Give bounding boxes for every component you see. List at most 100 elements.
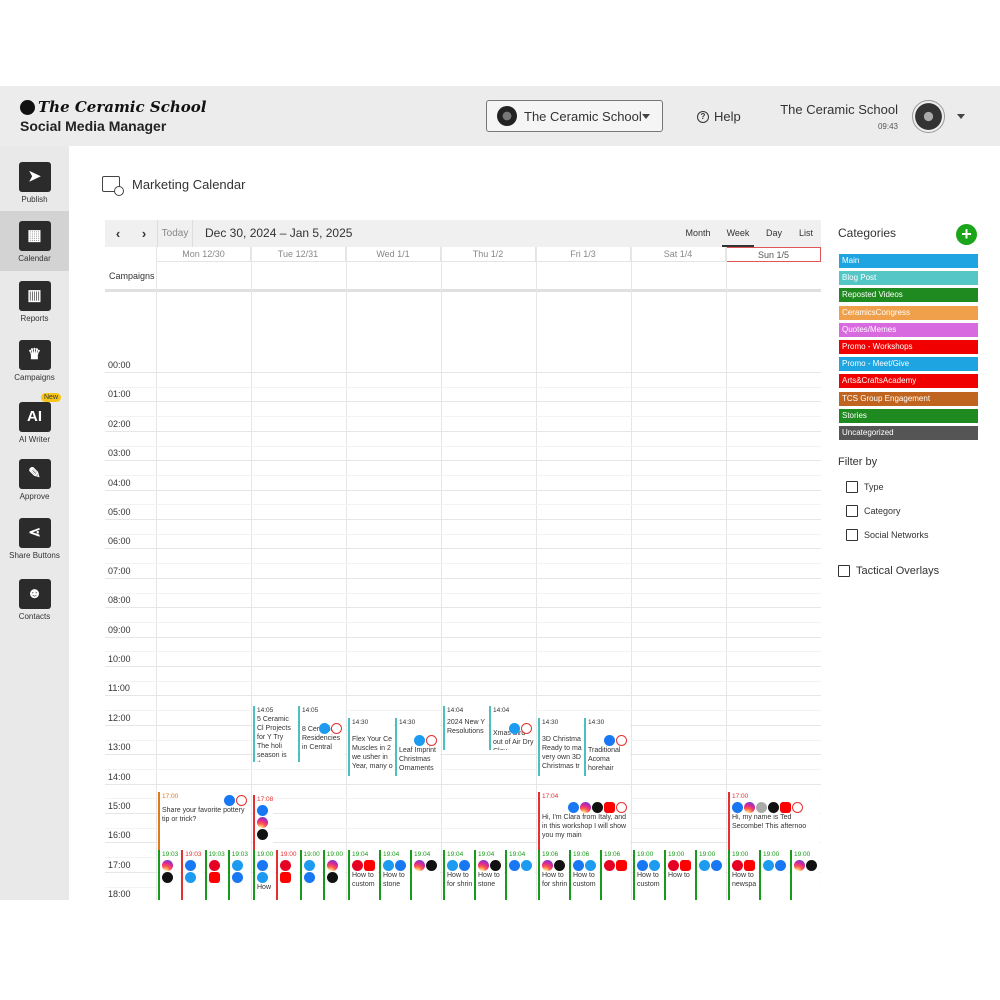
view-list-button[interactable]: List [798, 228, 813, 238]
facebook-icon [711, 860, 722, 871]
event-card[interactable]: 19:03 [227, 850, 250, 900]
category-item[interactable]: Arts&CraftsAcademy [839, 374, 978, 389]
event-card[interactable]: 19:00 How to [664, 850, 694, 900]
event-card[interactable]: 19:00 How to custom [633, 850, 663, 900]
event-time: 17:00 [162, 793, 179, 800]
category-item[interactable]: CeramicsCongress [839, 305, 978, 320]
category-item[interactable]: Main [839, 254, 978, 268]
event-text: How to stone [383, 872, 405, 888]
event-card[interactable]: 14:30 Leaf Imprint Christmas Ornaments [395, 718, 440, 776]
app-logo[interactable]: The Ceramic School Social Media Manager [20, 98, 206, 134]
category-item[interactable]: Stories [839, 408, 978, 423]
event-card[interactable]: 19:04 How to custom [348, 850, 378, 900]
hour-label: 06:00 [108, 536, 131, 547]
account-select[interactable]: The Ceramic School [486, 100, 663, 132]
event-card[interactable]: 19:00 [276, 850, 299, 900]
facebook-icon [185, 860, 197, 871]
event-card[interactable]: 17:00 Hi, my name is Ted Secombe! This af… [728, 792, 820, 850]
event-time: 14:05 [257, 707, 274, 714]
event-card[interactable]: 19:00 [299, 850, 322, 900]
hour-label: 18:00 [108, 889, 131, 900]
event-card[interactable]: 19:03 [204, 850, 227, 900]
category-item[interactable]: Promo - Workshops [839, 340, 978, 354]
view-week-button[interactable]: Week [722, 220, 754, 247]
category-item[interactable]: Reposted Videos [839, 288, 978, 303]
event-card[interactable]: 14:05 5 Ceramic Cl Projects for Y Try The… [253, 706, 297, 762]
category-item[interactable]: Uncategorized [839, 426, 978, 440]
category-item[interactable]: Blog Post [839, 271, 978, 286]
event-card[interactable]: 14:04 Xmas Bird out of Air Dry Clay [489, 706, 535, 750]
checkbox[interactable] [846, 481, 858, 493]
event-time: 19:00 [699, 851, 716, 858]
event-card[interactable]: 19:03 [158, 850, 181, 900]
sidebar-item-label: Reports [20, 314, 49, 323]
view-month-button[interactable]: Month [685, 228, 711, 238]
category-item[interactable]: Promo - Meet/Give [839, 357, 978, 372]
event-card[interactable]: 14:30 Flex Your Ce Muscles in 2 we usher … [348, 718, 394, 776]
half-hour-line [105, 386, 821, 388]
event-card[interactable]: 19:00 [695, 850, 725, 900]
event-card[interactable]: 19:04 [505, 850, 535, 900]
chevron-down-icon [642, 114, 650, 119]
event-card[interactable]: 17:08 [253, 795, 273, 853]
hour-line [105, 695, 821, 697]
event-card[interactable]: 19:04 [410, 850, 440, 900]
hour-line [105, 842, 821, 844]
event-card[interactable]: 19:03 [181, 850, 204, 900]
event-card[interactable]: 19:04 How to stone [379, 850, 409, 900]
half-hour-line [105, 827, 821, 829]
event-card[interactable]: 19:06 How to custom [569, 850, 599, 900]
event-card[interactable]: 19:00 [759, 850, 789, 900]
category-item[interactable]: TCS Group Engagement [839, 391, 978, 406]
youtube-icon [780, 802, 791, 813]
event-card[interactable]: 17:00 Share your favorite pottery tip or … [158, 792, 250, 850]
sidebar-item-contacts[interactable]: ☻ Contacts [0, 569, 69, 629]
event-time: 19:00 [794, 851, 811, 858]
event-card[interactable]: 14:04 2024 New Y Resolutions [443, 706, 488, 750]
event-card[interactable]: 19:06 [600, 850, 630, 900]
checkbox[interactable] [846, 505, 858, 517]
paper-plane-icon: ➤ [18, 162, 51, 192]
event-card[interactable]: 19:00 How to newspa [728, 850, 758, 900]
filter-type[interactable]: Type [846, 481, 884, 493]
half-hour-line [105, 474, 821, 476]
user-name: The Ceramic School [780, 102, 898, 117]
tactical-overlays-toggle[interactable]: Tactical Overlays [838, 565, 939, 577]
filter-social-networks[interactable]: Social Networks [846, 529, 929, 541]
event-card[interactable]: 19:04 How to for shrin [443, 850, 473, 900]
event-card[interactable]: 14:05 8 Ceramic Residencies in Central [298, 706, 345, 762]
view-day-button[interactable]: Day [765, 228, 782, 238]
checkbox[interactable] [846, 529, 858, 541]
event-card[interactable]: 14:30 3D Christma Ready to ma very own 3D… [538, 718, 583, 776]
sidebar-item-calendar[interactable]: ▦ Calendar [0, 211, 69, 271]
event-card[interactable]: 19:06 How to for shrin [538, 850, 568, 900]
checkbox[interactable] [838, 565, 850, 577]
event-card[interactable]: 14:30 Traditional Acoma horehair [584, 718, 630, 776]
event-card[interactable]: 19:04 How to stone [474, 850, 504, 900]
event-card[interactable]: 19:00 How [253, 850, 276, 900]
repeat-icon [331, 723, 342, 734]
facebook-icon [568, 802, 579, 813]
sidebar-item-ai-writer[interactable]: AI AI Writer New [0, 392, 69, 452]
event-card[interactable]: 19:00 [790, 850, 820, 900]
user-avatar[interactable] [912, 100, 945, 133]
hour-line [105, 460, 821, 462]
sidebar-item-share-buttons[interactable]: ⋖ Share Buttons [0, 508, 69, 568]
prev-week-button[interactable]: ‹ [115, 226, 121, 241]
event-time: 19:03 [162, 851, 179, 858]
sidebar-item-reports[interactable]: ▥ Reports [0, 271, 69, 331]
help-link[interactable]: ? Help [697, 109, 741, 124]
category-item[interactable]: Quotes/Memes [839, 322, 978, 337]
pinterest-icon [732, 860, 743, 871]
today-button[interactable]: Today [157, 220, 193, 247]
user-menu-chevron-icon[interactable] [957, 114, 965, 119]
add-category-button[interactable]: + [956, 224, 977, 245]
event-card[interactable]: 17:04 Hi, I'm Clara from Italy, and in th… [538, 792, 630, 850]
event-card[interactable]: 19:00 [322, 850, 345, 900]
ai-pen-icon: AI [18, 402, 51, 432]
sidebar-item-publish[interactable]: ➤ Publish [0, 152, 69, 212]
next-week-button[interactable]: › [141, 226, 147, 241]
sidebar-item-approve[interactable]: ✎ Approve [0, 449, 69, 509]
filter-category[interactable]: Category [846, 505, 901, 517]
sidebar-item-campaigns[interactable]: ♛ Campaigns [0, 330, 69, 390]
